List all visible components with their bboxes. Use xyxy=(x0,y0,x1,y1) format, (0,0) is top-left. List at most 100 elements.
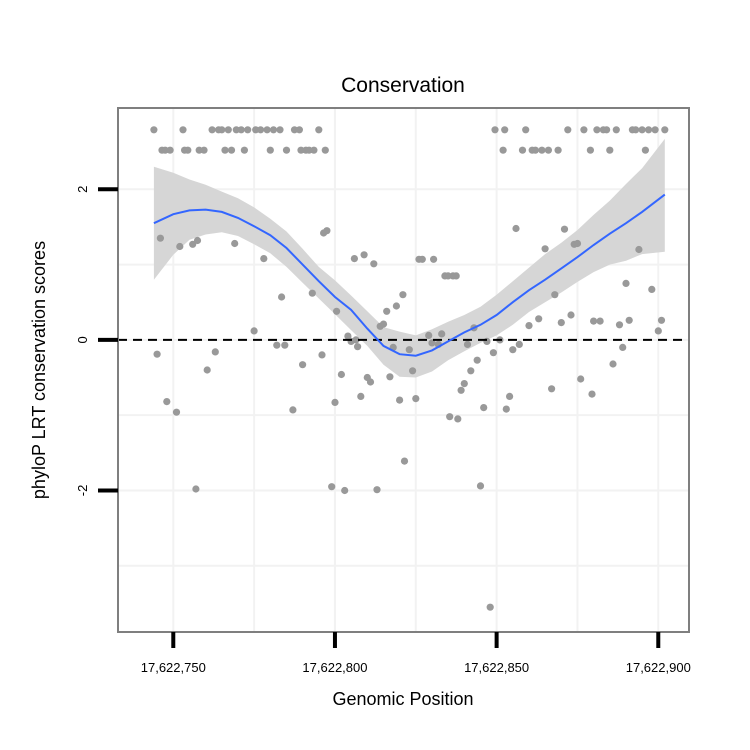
data-point xyxy=(518,146,527,154)
data-point xyxy=(211,348,219,356)
data-point xyxy=(203,366,211,374)
data-point xyxy=(557,319,565,327)
data-point xyxy=(638,126,646,134)
data-point xyxy=(560,225,569,233)
data-point xyxy=(383,307,391,315)
data-point xyxy=(506,392,514,400)
data-point xyxy=(405,346,413,354)
data-point xyxy=(337,370,345,379)
data-point xyxy=(250,327,258,335)
data-point xyxy=(200,146,208,154)
data-point xyxy=(454,415,462,423)
data-point xyxy=(425,331,433,339)
data-point xyxy=(318,351,326,359)
data-point xyxy=(609,360,617,368)
data-point xyxy=(651,126,659,134)
data-point xyxy=(295,126,303,134)
x-tick-label: 17,622,800 xyxy=(302,660,367,675)
data-point xyxy=(573,239,582,248)
data-point xyxy=(606,146,614,154)
data-point xyxy=(596,317,604,325)
data-point xyxy=(399,291,407,299)
data-point xyxy=(315,126,323,134)
data-point xyxy=(430,255,438,263)
data-point xyxy=(635,245,643,254)
data-point xyxy=(357,392,365,400)
data-point xyxy=(193,236,202,245)
data-point xyxy=(457,386,465,394)
data-point xyxy=(446,413,454,421)
data-point xyxy=(657,316,666,324)
data-point xyxy=(538,146,546,154)
y-axis-title: phyloP LRT conservation scores xyxy=(29,241,49,499)
data-point xyxy=(244,126,252,134)
data-point xyxy=(352,336,360,344)
data-point xyxy=(156,234,164,242)
data-point xyxy=(360,251,368,259)
confidence-ribbon xyxy=(153,138,665,378)
data-point xyxy=(648,285,656,293)
data-point xyxy=(366,378,375,386)
data-point xyxy=(308,289,316,297)
data-point xyxy=(341,486,349,495)
data-point xyxy=(350,255,358,263)
data-point xyxy=(603,126,611,134)
data-point xyxy=(266,146,274,154)
data-point xyxy=(588,390,596,398)
data-point xyxy=(282,146,291,154)
smooth-trend-line xyxy=(153,193,666,357)
data-point xyxy=(208,126,216,134)
y-tick-label: -2 xyxy=(75,485,90,497)
data-point xyxy=(625,316,633,324)
panel-border xyxy=(117,107,690,633)
data-point xyxy=(231,239,239,248)
data-point xyxy=(473,356,481,364)
data-point xyxy=(221,146,229,154)
data-point xyxy=(354,343,362,351)
data-point xyxy=(438,330,446,338)
data-point xyxy=(645,126,653,134)
data-point xyxy=(661,126,669,134)
data-point xyxy=(331,398,339,406)
data-point xyxy=(476,482,485,490)
data-point xyxy=(179,126,187,134)
data-point xyxy=(189,240,197,248)
data-point xyxy=(522,126,530,134)
data-point xyxy=(535,315,543,323)
y-tick-label: 2 xyxy=(75,186,90,193)
data-point xyxy=(654,327,662,335)
data-point xyxy=(467,367,475,375)
data-point xyxy=(379,320,388,328)
data-point xyxy=(564,126,572,134)
data-point xyxy=(321,146,329,154)
data-point xyxy=(544,146,553,154)
data-point xyxy=(227,146,236,154)
data-point xyxy=(153,350,161,358)
data-point xyxy=(386,373,394,381)
data-point xyxy=(501,126,509,134)
chart-title: Conservation xyxy=(341,74,465,97)
data-point xyxy=(491,126,499,134)
data-point xyxy=(460,380,468,388)
data-point xyxy=(580,126,588,134)
data-point xyxy=(551,291,559,299)
data-point xyxy=(615,321,624,329)
data-point xyxy=(263,126,271,134)
data-point xyxy=(509,346,517,354)
data-point xyxy=(392,302,400,310)
data-point xyxy=(218,126,226,134)
data-point xyxy=(333,307,341,315)
data-point xyxy=(567,311,575,319)
data-point xyxy=(310,146,318,154)
data-point xyxy=(512,224,520,233)
data-point xyxy=(373,486,381,494)
data-point xyxy=(299,361,307,369)
data-point xyxy=(396,396,404,404)
data-point xyxy=(499,146,507,154)
data-point xyxy=(641,146,650,154)
data-point xyxy=(612,126,620,134)
data-point xyxy=(590,317,598,325)
data-point xyxy=(328,483,336,491)
data-point xyxy=(166,146,174,154)
